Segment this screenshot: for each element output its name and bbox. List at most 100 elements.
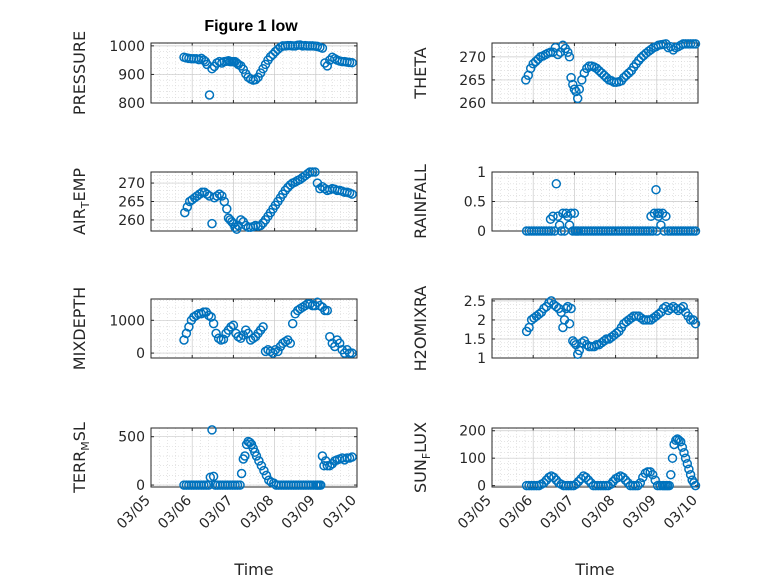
data-point bbox=[569, 208, 580, 219]
data-point bbox=[635, 478, 646, 488]
y-axis-label: AIRTEMP bbox=[70, 168, 92, 235]
data-point bbox=[182, 202, 193, 212]
series-air_temp bbox=[180, 167, 357, 234]
y-tick-label: 270 bbox=[459, 50, 486, 66]
figure-title: Figure 1 low bbox=[204, 18, 298, 35]
series-mixdepth bbox=[179, 297, 357, 358]
data-point bbox=[208, 471, 219, 482]
y-tick-label: 1000 bbox=[109, 313, 145, 329]
data-point bbox=[240, 451, 250, 461]
data-point bbox=[258, 322, 268, 332]
data-point bbox=[214, 189, 225, 199]
data-point bbox=[572, 93, 583, 104]
data-point bbox=[685, 469, 696, 480]
y-axis-label: THETA bbox=[411, 47, 430, 99]
y-tick-label: 1 bbox=[477, 165, 486, 181]
data-point bbox=[690, 480, 701, 491]
data-point bbox=[569, 84, 580, 94]
y-tick-label: 260 bbox=[459, 96, 486, 112]
data-point bbox=[645, 467, 655, 477]
y-tick-label: 0 bbox=[477, 224, 486, 240]
data-point bbox=[633, 480, 643, 491]
data-point bbox=[525, 63, 536, 74]
y-axis-label: RAINFALL bbox=[411, 164, 430, 239]
series-pressure bbox=[179, 40, 357, 100]
data-point bbox=[347, 189, 357, 199]
data-point bbox=[618, 472, 628, 483]
data-point bbox=[566, 72, 576, 83]
data-point bbox=[310, 167, 320, 177]
data-point bbox=[573, 476, 584, 487]
data-point bbox=[581, 472, 591, 483]
y-tick-label: 200 bbox=[459, 424, 486, 440]
x-axis-label: Time bbox=[574, 560, 614, 579]
data-point bbox=[236, 215, 246, 225]
data-point bbox=[566, 208, 576, 219]
data-point bbox=[236, 468, 247, 479]
data-point bbox=[325, 460, 335, 471]
data-point bbox=[204, 90, 215, 100]
data-point bbox=[218, 334, 229, 345]
series-rainfall bbox=[521, 179, 701, 236]
data-point bbox=[679, 447, 689, 458]
y-axis-label: H2OMIXRA bbox=[411, 286, 430, 372]
panel-h2omixra: 1 1.5 2 2.5 H2OMIXRA bbox=[411, 286, 701, 372]
data-point bbox=[653, 309, 664, 319]
data-point bbox=[222, 204, 232, 214]
series-terr_msl bbox=[179, 425, 357, 490]
series-sun_flux bbox=[521, 434, 701, 491]
y-tick-label: 1 bbox=[477, 351, 486, 367]
data-point bbox=[202, 189, 212, 199]
data-point bbox=[678, 301, 688, 312]
data-point bbox=[238, 330, 249, 340]
data-point bbox=[248, 333, 258, 344]
panel-air_temp: 260 265 270 AIRTEMP bbox=[70, 167, 358, 235]
data-point bbox=[315, 480, 326, 490]
data-point bbox=[566, 303, 576, 314]
data-point bbox=[285, 338, 296, 349]
data-point bbox=[265, 51, 276, 62]
data-point bbox=[556, 226, 566, 236]
data-point bbox=[546, 226, 557, 236]
data-point bbox=[564, 318, 575, 329]
data-point bbox=[659, 226, 669, 236]
data-point bbox=[211, 328, 221, 339]
data-point bbox=[554, 220, 565, 230]
data-point bbox=[664, 480, 674, 491]
data-point bbox=[254, 456, 264, 466]
data-point bbox=[651, 184, 661, 195]
panel-theta: 260 265 270 THETA bbox=[411, 39, 701, 112]
data-point bbox=[677, 442, 688, 452]
y-tick-label: 2 bbox=[477, 313, 486, 329]
data-point bbox=[577, 338, 587, 348]
data-point bbox=[534, 309, 544, 319]
data-point bbox=[684, 464, 694, 474]
y-tick-label: 100 bbox=[459, 451, 486, 467]
data-point bbox=[539, 478, 549, 488]
data-point bbox=[667, 453, 678, 463]
data-point bbox=[605, 479, 616, 490]
y-axis-label: SUNFLUX bbox=[411, 422, 433, 493]
data-point bbox=[551, 179, 562, 189]
data-point bbox=[347, 452, 357, 462]
data-point bbox=[579, 68, 590, 78]
panel-mixdepth: 0 1000 MIXDEPTH bbox=[70, 287, 358, 370]
data-point bbox=[544, 298, 554, 308]
data-point bbox=[256, 460, 267, 471]
y-tick-label: 265 bbox=[118, 195, 145, 211]
data-point bbox=[589, 341, 599, 352]
data-point bbox=[647, 226, 658, 236]
y-tick-label: 265 bbox=[459, 73, 486, 89]
data-point bbox=[287, 318, 298, 329]
y-tick-label: 270 bbox=[118, 176, 145, 192]
y-tick-label: 2.5 bbox=[464, 294, 486, 310]
y-tick-label: 260 bbox=[118, 213, 145, 229]
data-point bbox=[250, 74, 261, 85]
data-point bbox=[317, 43, 328, 53]
data-point bbox=[624, 68, 634, 78]
data-point bbox=[690, 226, 701, 236]
data-point bbox=[671, 435, 681, 446]
data-point bbox=[549, 472, 559, 483]
data-point bbox=[620, 475, 631, 485]
